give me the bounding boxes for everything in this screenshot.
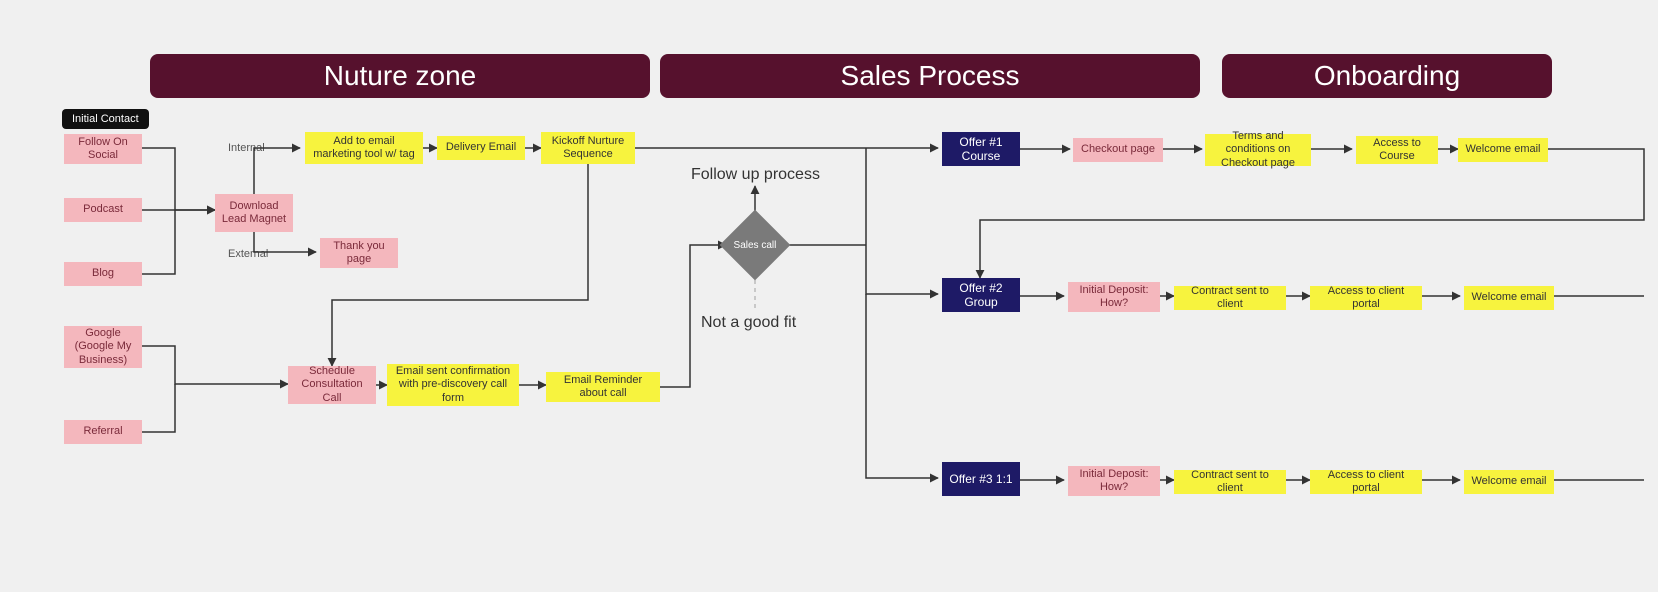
label-external: External xyxy=(228,248,268,260)
node-google: Google (Google My Business) xyxy=(64,326,142,368)
node-welcome2: Welcome email xyxy=(1464,286,1554,310)
node-add_email: Add to email marketing tool w/ tag xyxy=(305,132,423,164)
node-email_conf: Email sent confirmation with pre-discove… xyxy=(387,364,519,406)
node-welcome1: Welcome email xyxy=(1458,138,1548,162)
node-terms: Terms and conditions on Checkout page xyxy=(1205,134,1311,166)
node-portal2: Access to client portal xyxy=(1310,286,1422,310)
label-not-fit: Not a good fit xyxy=(701,314,796,332)
label-internal: Internal xyxy=(228,142,265,154)
node-download_lm: Download Lead Magnet xyxy=(215,194,293,232)
node-thank_you: Thank you page xyxy=(320,238,398,268)
node-offer1: Offer #1 Course xyxy=(942,132,1020,166)
zone-nurture: Nuture zone xyxy=(150,54,650,98)
node-contract2: Contract sent to client xyxy=(1174,286,1286,310)
tag-initial-contact: Initial Contact xyxy=(62,109,149,129)
node-delivery_email: Delivery Email xyxy=(437,136,525,160)
node-kickoff: Kickoff Nurture Sequence xyxy=(541,132,635,164)
node-sales_call: Sales call xyxy=(720,210,791,281)
node-deposit3: Initial Deposit: How? xyxy=(1068,466,1160,496)
node-offer3: Offer #3 1:1 xyxy=(942,462,1020,496)
node-contract3: Contract sent to client xyxy=(1174,470,1286,494)
node-label: Sales call xyxy=(734,240,777,251)
node-follow_social: Follow On Social xyxy=(64,134,142,164)
zone-onboarding: Onboarding xyxy=(1222,54,1552,98)
node-deposit2: Initial Deposit: How? xyxy=(1068,282,1160,312)
node-access_course: Access to Course xyxy=(1356,136,1438,164)
node-email_reminder: Email Reminder about call xyxy=(546,372,660,402)
zone-sales: Sales Process xyxy=(660,54,1200,98)
node-referral: Referral xyxy=(64,420,142,444)
node-welcome3: Welcome email xyxy=(1464,470,1554,494)
node-blog: Blog xyxy=(64,262,142,286)
node-portal3: Access to client portal xyxy=(1310,470,1422,494)
node-schedule_call: Schedule Consultation Call xyxy=(288,366,376,404)
node-checkout: Checkout page xyxy=(1073,138,1163,162)
label-follow-up: Follow up process xyxy=(691,166,820,184)
node-podcast: Podcast xyxy=(64,198,142,222)
node-offer2: Offer #2 Group xyxy=(942,278,1020,312)
